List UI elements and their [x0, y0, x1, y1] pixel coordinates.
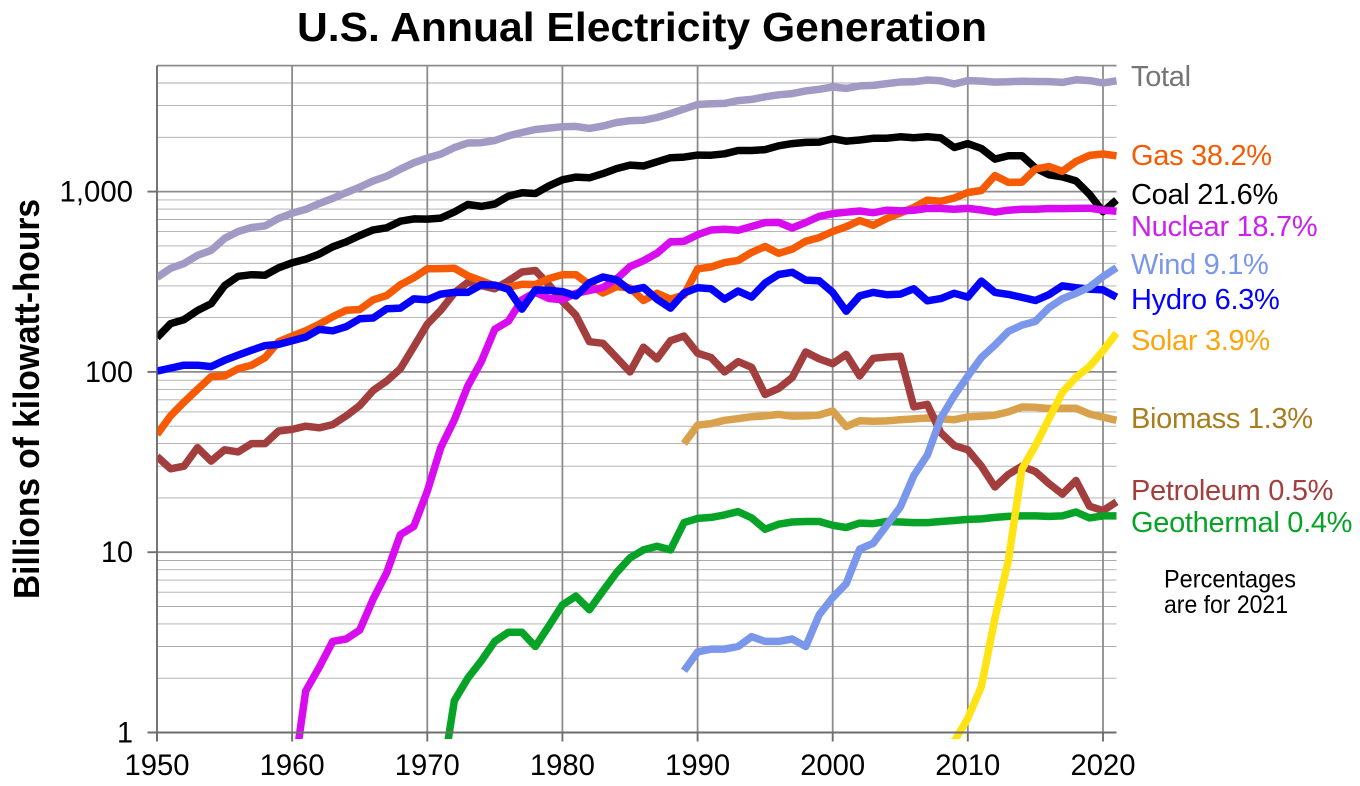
svg-text:Hydro 6.3%: Hydro 6.3% [1131, 284, 1280, 316]
svg-text:1990: 1990 [665, 749, 730, 782]
svg-text:1: 1 [117, 716, 133, 749]
svg-text:Billions of kilowatt-hours: Billions of kilowatt-hours [6, 199, 47, 599]
svg-text:Coal 21.6%: Coal 21.6% [1131, 179, 1278, 211]
svg-text:Gas 38.2%: Gas 38.2% [1131, 140, 1272, 172]
svg-text:2020: 2020 [1071, 749, 1136, 782]
svg-text:Nuclear 18.7%: Nuclear 18.7% [1131, 211, 1317, 243]
svg-text:are for 2021: are for 2021 [1164, 591, 1288, 619]
svg-text:1960: 1960 [260, 749, 325, 782]
svg-text:Solar 3.9%: Solar 3.9% [1131, 325, 1270, 357]
svg-text:Geothermal 0.4%: Geothermal 0.4% [1131, 507, 1352, 539]
svg-text:10: 10 [101, 536, 133, 569]
svg-text:Petroleum 0.5%: Petroleum 0.5% [1131, 475, 1333, 507]
svg-text:Biomass 1.3%: Biomass 1.3% [1131, 403, 1313, 435]
svg-text:U.S. Annual Electricity Genera: U.S. Annual Electricity Generation [297, 4, 987, 50]
svg-text:2010: 2010 [935, 749, 1000, 782]
svg-text:Total: Total [1131, 61, 1191, 93]
svg-text:1970: 1970 [395, 749, 460, 782]
svg-text:1980: 1980 [530, 749, 595, 782]
svg-text:1950: 1950 [125, 749, 190, 782]
svg-text:100: 100 [85, 356, 133, 389]
svg-text:1,000: 1,000 [60, 176, 134, 209]
svg-text:2000: 2000 [800, 749, 865, 782]
svg-text:Percentages: Percentages [1164, 566, 1296, 594]
svg-text:Wind 9.1%: Wind 9.1% [1131, 249, 1269, 281]
